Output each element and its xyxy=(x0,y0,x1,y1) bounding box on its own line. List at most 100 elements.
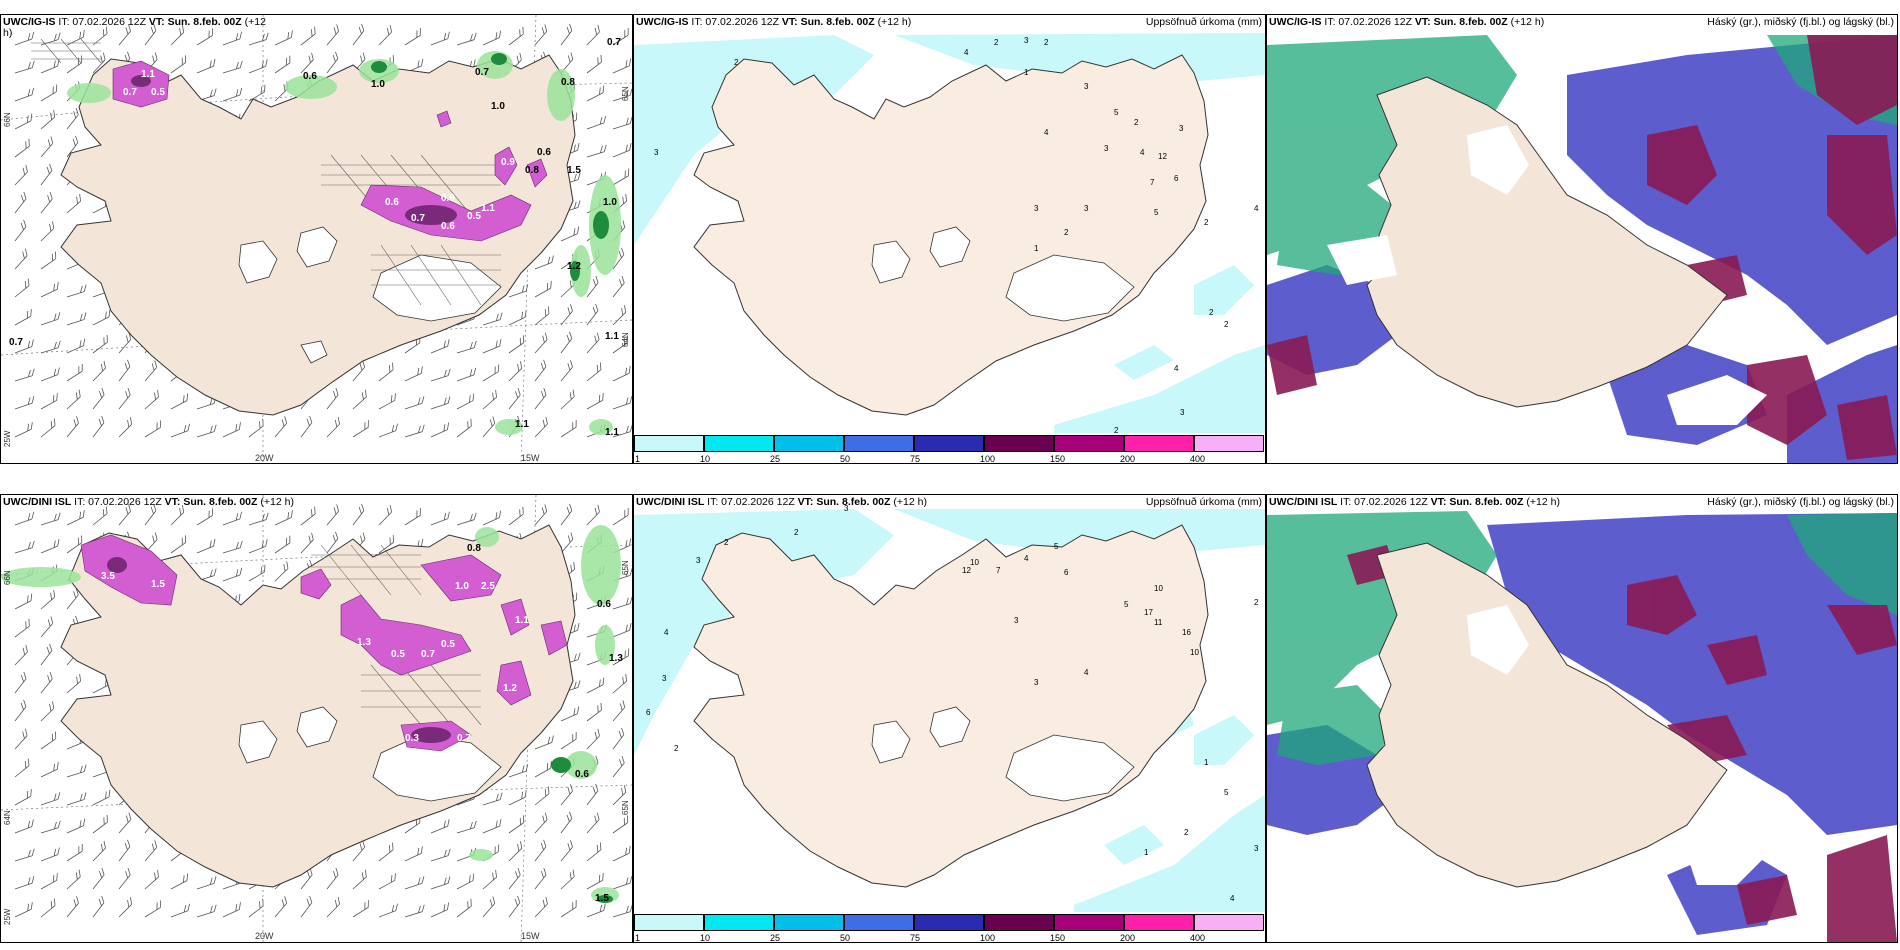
wind-barb xyxy=(118,332,132,354)
value-label: 1.2 xyxy=(567,261,581,272)
wind-barb xyxy=(196,28,214,46)
wind-barb xyxy=(430,902,450,918)
map-bottom-middle: 2 3 4 2 3 5 12 10 7 4 3 6 5 10 11 17 16 … xyxy=(634,504,1265,912)
wind-barb xyxy=(586,903,606,918)
wind-barb xyxy=(560,304,573,326)
wind-barb xyxy=(534,416,548,438)
wind-barb xyxy=(430,511,450,526)
value-label: 1 xyxy=(1024,68,1029,77)
wind-barb xyxy=(14,191,27,214)
wind-barb xyxy=(14,278,30,298)
value-label: 4 xyxy=(1044,128,1049,137)
wind-barb xyxy=(404,508,421,526)
wind-barb xyxy=(118,359,131,382)
wind-barb xyxy=(534,812,548,834)
value-label: 1.1 xyxy=(515,419,529,430)
wind-barb xyxy=(118,839,131,862)
value-label: 1 xyxy=(1034,244,1039,253)
value-label: 10 xyxy=(1154,584,1163,593)
wind-barb xyxy=(196,424,217,438)
iceland-land xyxy=(1366,76,1728,408)
wind-barb xyxy=(300,26,316,46)
wind-barb xyxy=(586,275,599,298)
wind-barb xyxy=(274,561,289,582)
value-label: 10 xyxy=(970,558,979,567)
wind-barb xyxy=(430,31,450,46)
value-label: 0.6 xyxy=(597,599,611,610)
value-label: 2 xyxy=(734,58,739,67)
value-label: 1.0 xyxy=(455,581,469,592)
panel-variable-label: Háský (gr.), miðský (fj.bl.) og lágský (… xyxy=(1707,16,1894,28)
wind-barb xyxy=(534,867,547,890)
wind-barb xyxy=(404,396,425,410)
wind-barb xyxy=(170,55,187,74)
wind-barb xyxy=(352,503,365,526)
value-label: 1.0 xyxy=(603,197,617,208)
colorbar-swatch xyxy=(1194,435,1264,452)
wind-barb xyxy=(66,135,79,158)
wind-barb xyxy=(40,393,58,410)
value-label: 3 xyxy=(1254,844,1259,853)
value-label: 4 xyxy=(1024,554,1029,563)
wind-barb xyxy=(534,839,547,862)
value-label: 0.7 xyxy=(9,337,23,348)
map-bottom-right xyxy=(1267,511,1897,942)
accum-values: 2 3 4 2 3 5 12 10 7 4 3 6 5 10 11 17 16 … xyxy=(646,504,1259,903)
wind-barb xyxy=(66,107,79,130)
wind-barb xyxy=(66,844,83,862)
wind-barb xyxy=(612,396,632,410)
colorbar-tick: 50 xyxy=(840,454,851,464)
wind-barb xyxy=(508,867,521,890)
wind-barb xyxy=(14,699,27,722)
value-label: 0.5 xyxy=(151,87,165,98)
value-label: 0.6 xyxy=(537,147,551,158)
colorbar-tick: 10 xyxy=(700,454,711,464)
wind-barb xyxy=(248,512,269,526)
wind-barb xyxy=(352,900,369,918)
wind-barb xyxy=(456,418,472,438)
wind-barb xyxy=(66,312,87,326)
wind-barb xyxy=(14,31,35,46)
wind-barb xyxy=(456,873,475,890)
value-label: 0.8 xyxy=(525,165,539,176)
glaciers xyxy=(238,226,502,364)
value-label: 1.3 xyxy=(609,653,623,664)
panel-variable-label: Uppsöfnuð úrkoma (mm) xyxy=(1145,16,1262,28)
wind-barb xyxy=(222,902,241,918)
value-label: 0.8 xyxy=(467,543,481,554)
wind-barb xyxy=(300,532,314,554)
colorbar-tick: 75 xyxy=(910,454,921,464)
wind-barb xyxy=(40,282,59,298)
map-bottom-left: 0.8 0.6 1.3 0.6 1.5 3.5 1.5 1.3 1.0 2.5 … xyxy=(1,495,632,942)
colorbar-swatch xyxy=(704,914,774,931)
wind-barb xyxy=(170,903,190,918)
wind-barb xyxy=(66,338,86,354)
wind-barb xyxy=(612,755,625,778)
wind-barb xyxy=(14,138,30,158)
wind-barb xyxy=(612,275,625,298)
cloud-mid-red xyxy=(1347,545,1897,942)
wind-barb xyxy=(586,677,605,694)
wind-barb xyxy=(66,764,87,778)
colorbar-swatch xyxy=(914,435,984,452)
accum-values: 2 3 4 2 3 2 1 3 5 3 4 12 2 4 7 6 5 2 3 3… xyxy=(654,36,1259,433)
wind-barb xyxy=(326,417,340,438)
wind-barb xyxy=(66,510,85,526)
wind-barb xyxy=(196,538,216,554)
wind-barb xyxy=(92,867,105,890)
lon-label-25w: 25W xyxy=(3,908,12,925)
wind-barb xyxy=(378,423,398,438)
value-label: 2 xyxy=(794,528,799,537)
value-label: 2 xyxy=(1224,320,1229,329)
crosshatch-areas xyxy=(311,544,482,726)
value-label: 1.1 xyxy=(605,331,619,342)
value-label: 4 xyxy=(664,628,669,637)
colorbar-tick: 400 xyxy=(1190,454,1206,464)
colorbar-tick: 25 xyxy=(770,454,781,464)
wind-barb xyxy=(144,869,159,890)
wind-barb xyxy=(222,540,243,554)
colorbar-tick: 150 xyxy=(1050,933,1066,943)
wind-barb xyxy=(170,25,185,46)
value-label: 3 xyxy=(662,674,667,683)
wind-barb xyxy=(14,540,35,554)
